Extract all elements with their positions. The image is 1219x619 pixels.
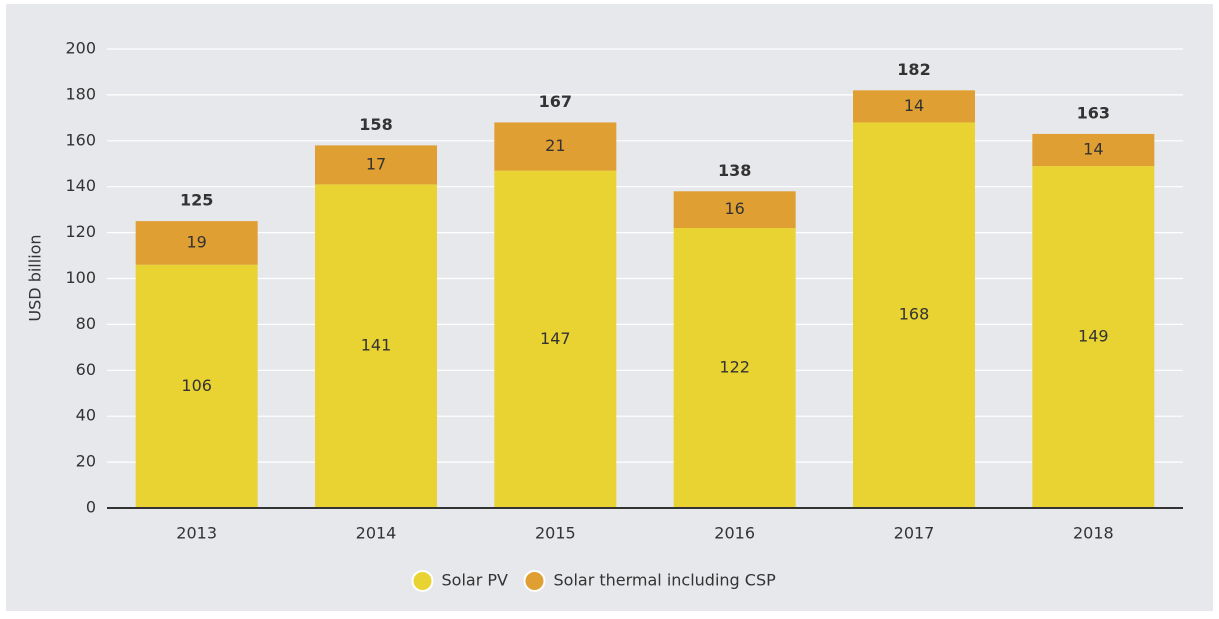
y-tick-label: 0 [86,498,96,517]
marks [135,90,1155,509]
y-tick-label: 40 [76,406,96,425]
y-tick-label: 140 [65,176,96,195]
bar-segment [135,264,258,508]
bar-segment [1032,166,1155,509]
x-tick-label: 2016 [714,524,755,543]
bar-segment [494,170,617,508]
x-tick-label: 2015 [535,524,576,543]
y-tick-label: 60 [76,360,96,379]
legend-marker [523,570,546,592]
segment-label: 168 [899,305,930,324]
y-tick-label: 20 [76,452,96,471]
y-tick-label: 100 [65,268,96,287]
bar-segment [494,122,617,171]
total-label: 138 [718,161,751,180]
bar-segment [853,122,975,508]
total-label: 182 [897,60,930,79]
segment-label: 141 [361,336,392,355]
x-tick-label: 2018 [1073,524,1114,543]
y-tick-label: 200 [65,39,96,58]
total-label: 158 [359,115,392,134]
legend-marker [411,570,434,592]
total-label: 167 [539,92,572,111]
bar-segment [1032,133,1155,167]
segment-label: 149 [1078,327,1109,346]
segment-label: 17 [366,154,386,173]
segment-label: 14 [904,96,924,115]
bar-segment [853,90,975,123]
segment-label: 16 [724,199,744,218]
y-tick-label: 80 [76,314,96,333]
grid [107,48,1183,509]
segment-label: 14 [1083,139,1103,158]
bar-segment [315,145,437,185]
legend-label: Solar PV [442,571,509,590]
bar-segment [673,228,796,508]
bar-segment [135,221,258,265]
x-tick-label: 2017 [894,524,935,543]
segment-label: 147 [540,329,571,348]
bar-segment [673,191,796,229]
y-tick-label: 160 [65,130,96,149]
x-tick-label: 2013 [176,524,217,543]
y-tick-label: 120 [65,222,96,241]
segment-label: 106 [181,376,212,395]
legend-label: Solar thermal including CSP [554,571,777,590]
segment-label: 122 [719,358,750,377]
total-label: 125 [180,191,213,210]
y-axis-label: USD billion [26,234,45,321]
segment-label: 21 [545,136,565,155]
bar-segment [315,184,437,508]
total-label: 163 [1077,103,1110,122]
segment-label: 19 [186,232,206,251]
x-tick-label: 2014 [356,524,397,543]
y-tick-label: 180 [65,84,96,103]
